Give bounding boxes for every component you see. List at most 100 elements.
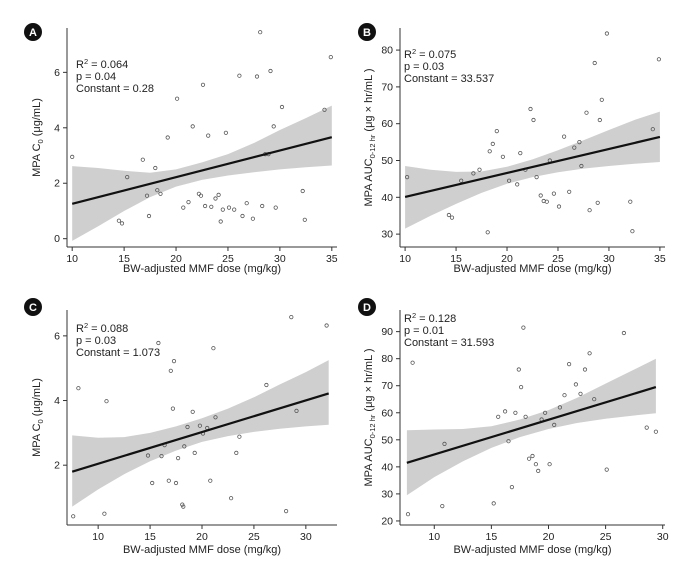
x-tick-label: 30 [300, 531, 312, 543]
p-value-label: p = 0.01 [404, 325, 444, 337]
data-point [530, 453, 535, 459]
data-point [185, 424, 190, 430]
data-point [566, 361, 572, 367]
y-tick-label: 40 [381, 461, 393, 473]
x-axis-title: BW-adjusted MMF dose (mg/kg) [453, 263, 611, 275]
data-point [240, 213, 245, 219]
panel-label-b: B [358, 23, 376, 41]
y-axis-title: MPA AUC0-12 hr (μg × hr/mL ) [363, 349, 377, 487]
data-point [237, 434, 242, 439]
x-tick-label: 30 [603, 253, 615, 265]
data-point [213, 196, 218, 201]
data-point [190, 124, 195, 129]
data-point [577, 140, 582, 145]
y-tick-label: 6 [54, 67, 60, 79]
data-point [273, 205, 278, 210]
data-point [279, 104, 285, 110]
r-squared-label: R2 = 0.088 [76, 321, 128, 335]
data-point [494, 129, 499, 134]
y-axis-title: MPA C0 (μg/mL) [31, 378, 45, 457]
data-point [322, 107, 327, 112]
x-tick-label: 10 [92, 531, 104, 543]
panel-label-a: A [24, 23, 42, 41]
data-point [206, 133, 211, 138]
y-tick-label: 60 [381, 407, 393, 419]
data-point [578, 391, 583, 396]
data-point [595, 200, 600, 205]
data-point [533, 462, 539, 467]
data-point [528, 106, 533, 112]
x-tick-label: 35 [326, 253, 338, 265]
data-point [158, 191, 163, 196]
data-point [592, 397, 597, 402]
data-point [156, 340, 161, 346]
data-point [656, 57, 662, 62]
data-point [491, 501, 496, 506]
y-tick-label: 70 [381, 81, 393, 93]
data-point [567, 189, 572, 194]
data-point [190, 409, 195, 414]
data-point [229, 496, 234, 501]
data-point [140, 157, 145, 162]
data-point [621, 330, 627, 336]
data-point [544, 199, 549, 204]
data-point [547, 462, 552, 467]
data-point [232, 207, 237, 212]
data-point [200, 82, 206, 87]
data-point [562, 393, 567, 398]
regression-line-a [71, 136, 333, 205]
data-point [324, 323, 329, 328]
x-tick-label: 20 [501, 253, 513, 265]
panel-label-badge [24, 298, 42, 316]
data-point [165, 135, 170, 140]
constant-label: Constant = 0.28 [76, 83, 154, 95]
panel-label-badge [358, 23, 376, 41]
panel-label-text: A [29, 27, 37, 39]
x-tick-label: 20 [543, 531, 555, 543]
data-point [587, 351, 592, 356]
data-point [237, 73, 242, 78]
data-point [582, 367, 588, 372]
data-point [71, 514, 76, 519]
data-point [254, 74, 260, 79]
data-point [144, 193, 150, 198]
data-point [500, 154, 505, 159]
confidence-band-b [405, 111, 660, 229]
data-point [211, 346, 216, 351]
data-point [175, 96, 180, 101]
data-point [538, 193, 543, 198]
data-point [294, 408, 299, 413]
data-point [302, 217, 307, 222]
regression-line-c [71, 392, 330, 473]
confidence-band-d [406, 358, 656, 496]
data-point [289, 314, 294, 320]
data-point [650, 127, 655, 132]
data-point [496, 414, 501, 419]
data-point [599, 97, 604, 102]
data-point [218, 219, 223, 224]
y-tick-label: 0 [54, 233, 60, 245]
data-point [173, 480, 179, 486]
x-tick-label: 15 [118, 253, 130, 265]
data-point [506, 439, 511, 444]
data-point [604, 31, 610, 36]
data-point [518, 384, 524, 390]
x-axis-title: BW-adjusted MMF dose (mg/kg) [453, 544, 611, 556]
y-tick-label: 30 [381, 229, 393, 241]
y-tick-label: 2 [54, 178, 60, 190]
data-point [197, 423, 202, 428]
data-point [283, 508, 289, 514]
data-point [171, 358, 177, 364]
data-point [449, 215, 455, 220]
y-tick-label: 2 [54, 460, 60, 472]
y-tick-label: 70 [381, 380, 393, 392]
panel-label-c: C [24, 298, 42, 316]
x-tick-label: 20 [170, 253, 182, 265]
data-point [446, 212, 451, 218]
x-tick-label: 25 [600, 531, 612, 543]
data-point [584, 110, 589, 115]
p-value-label: p = 0.04 [76, 71, 116, 83]
